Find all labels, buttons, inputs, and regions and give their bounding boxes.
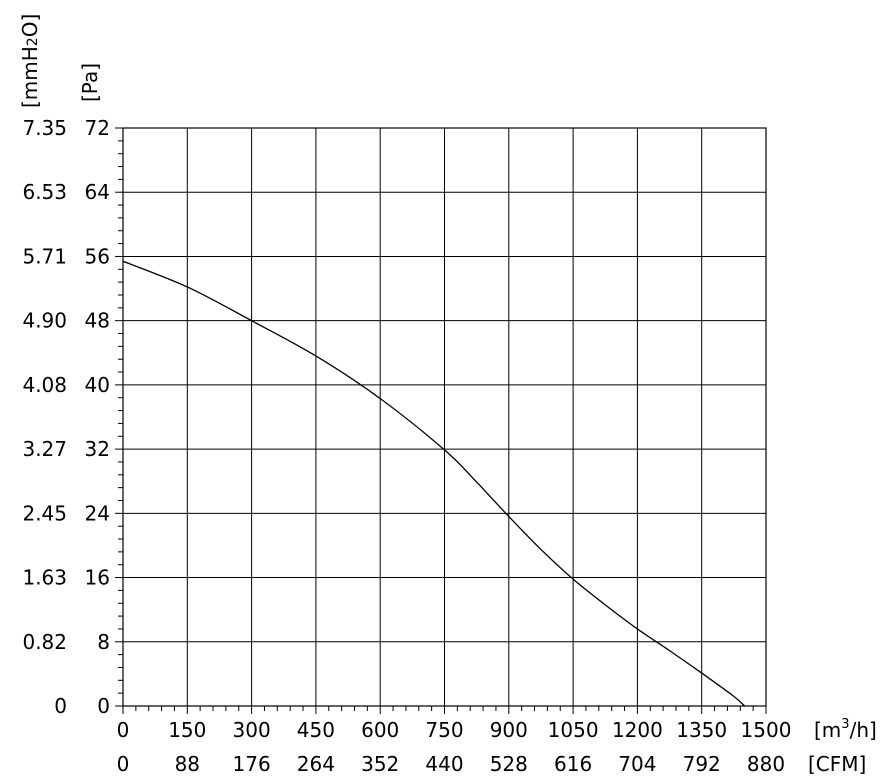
x-tick-label-m3h: 150 bbox=[168, 718, 206, 742]
x-tick-label-m3h: 900 bbox=[490, 718, 528, 742]
x-tick-label-cfm: 0 bbox=[117, 752, 130, 776]
x-tick-label-m3h: 450 bbox=[297, 718, 335, 742]
x-tick-label-cfm: 528 bbox=[490, 752, 528, 776]
x-tick-label-m3h: 300 bbox=[233, 718, 271, 742]
y-tick-label-mmh2o: 6.53 bbox=[22, 180, 67, 204]
y-tick-label-pa: 8 bbox=[97, 630, 110, 654]
x-tick-label-cfm: 440 bbox=[425, 752, 463, 776]
x-tick-label-m3h: 0 bbox=[117, 718, 130, 742]
x-tick-label-m3h: 750 bbox=[425, 718, 463, 742]
x-tick-label-cfm: 264 bbox=[297, 752, 335, 776]
y-tick-label-mmh2o: 2.45 bbox=[22, 501, 67, 525]
x-tick-label-cfm: 616 bbox=[554, 752, 592, 776]
y-tick-label-mmh2o: 5.71 bbox=[22, 244, 67, 268]
plot-frame bbox=[122, 127, 767, 707]
x-tick-label-m3h: 1200 bbox=[612, 718, 663, 742]
x-tick-label-m3h: 1500 bbox=[741, 718, 792, 742]
y-tick-label-mmh2o: 0.82 bbox=[22, 630, 67, 654]
y-tick-label-mmh2o: 7.35 bbox=[22, 116, 67, 140]
x-axis-cfm-labels: 0 88 176 264 352 440 528 616 704 792 880 bbox=[117, 752, 785, 776]
y-tick-label-mmh2o: 4.08 bbox=[22, 373, 67, 397]
y-tick-label-mmh2o: 1.63 bbox=[22, 566, 67, 590]
x-tick-label-cfm: 88 bbox=[175, 752, 200, 776]
pressure-flow-curve bbox=[122, 260, 746, 707]
y-tick-label-pa: 0 bbox=[97, 694, 110, 718]
minor-ticks bbox=[115, 127, 767, 714]
y-tick-label-pa: 24 bbox=[85, 501, 110, 525]
y-tick-label-pa: 48 bbox=[85, 309, 110, 333]
y-tick-label-pa: 64 bbox=[85, 180, 110, 204]
x-tick-label-cfm: 792 bbox=[683, 752, 721, 776]
x-axis-m3h-labels: 0 150 300 450 600 750 900 1050 1200 1350 1500 bbox=[117, 718, 792, 742]
x-tick-label-m3h: 1350 bbox=[676, 718, 727, 742]
y-axis-pa-labels: 0 8 16 24 32 40 48 56 64 72 bbox=[85, 116, 110, 718]
x-tick-label-cfm: 352 bbox=[361, 752, 399, 776]
x-tick-label-cfm: 176 bbox=[233, 752, 271, 776]
y-tick-label-mmh2o: 4.90 bbox=[22, 309, 67, 333]
y-axis-mmh2o-labels: 0 0.82 1.63 2.45 3.27 4.08 4.90 5.71 6.53 7.35 bbox=[22, 116, 67, 718]
y-axis-unit-pa: [Pa] bbox=[78, 63, 102, 102]
grid bbox=[123, 128, 766, 706]
x-axis-unit-cfm: [CFM] bbox=[808, 752, 866, 776]
y-tick-label-pa: 32 bbox=[85, 437, 110, 461]
y-axis-unit-mmh2o: [mmH2O] bbox=[18, 14, 42, 108]
y-tick-label-pa: 72 bbox=[85, 116, 110, 140]
x-tick-label-cfm: 704 bbox=[618, 752, 656, 776]
y-tick-label-pa: 56 bbox=[85, 244, 110, 268]
y-tick-label-mmh2o: 0 bbox=[54, 694, 67, 718]
x-tick-label-cfm: 880 bbox=[747, 752, 785, 776]
x-tick-label-m3h: 600 bbox=[361, 718, 399, 742]
y-tick-label-mmh2o: 3.27 bbox=[22, 437, 67, 461]
x-axis-unit-m3h: [m3/h] bbox=[814, 717, 877, 742]
x-tick-label-m3h: 1050 bbox=[548, 718, 599, 742]
y-tick-label-pa: 40 bbox=[85, 373, 110, 397]
y-tick-label-pa: 16 bbox=[85, 566, 110, 590]
